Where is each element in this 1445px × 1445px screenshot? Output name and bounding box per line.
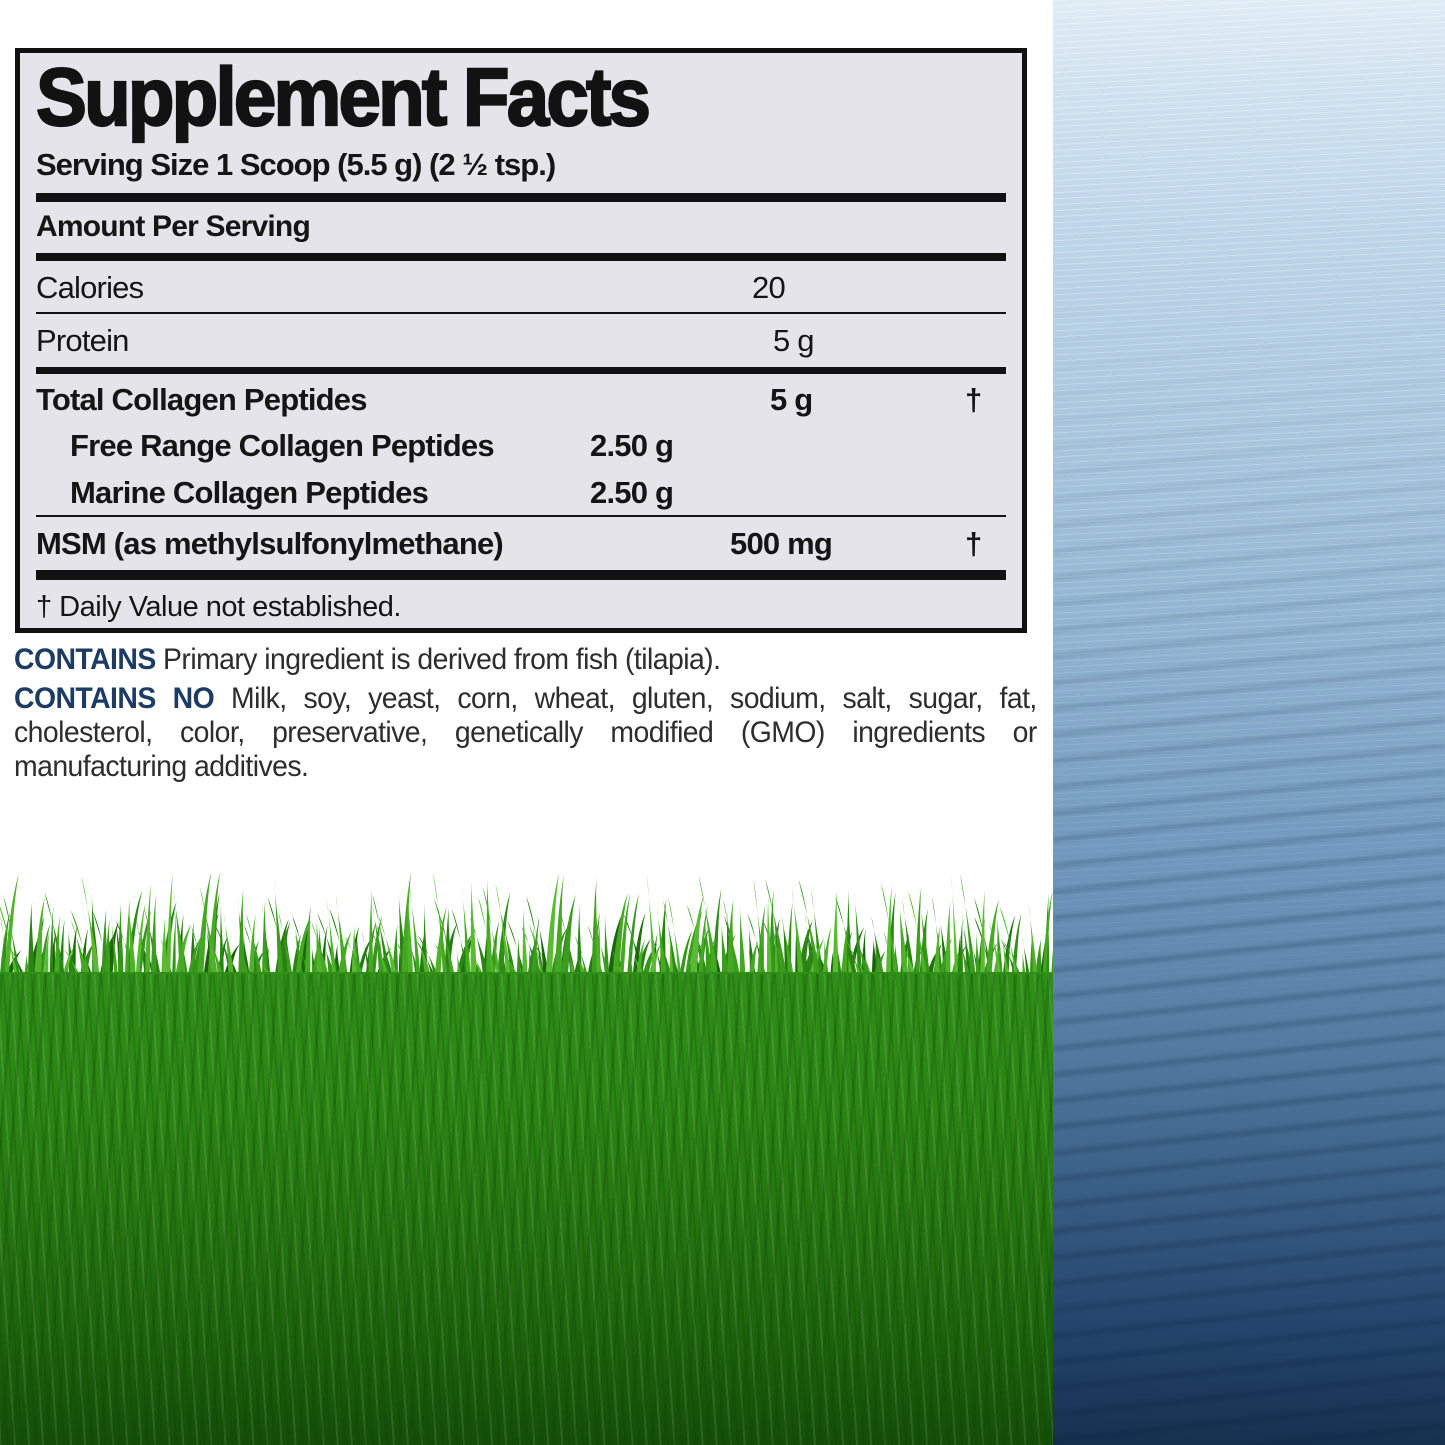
grass-photo [0, 856, 1054, 1445]
nutrient-amount: 20 [752, 270, 786, 305]
nutrient-name: MSM (as methylsulfonylmethane) [36, 526, 504, 562]
row-total-collagen-peptides: Total Collagen Peptides 5 g † [36, 374, 1006, 422]
contains-paragraph: CONTAINS Primary ingredient is derived f… [14, 643, 1037, 677]
amount-per-serving-header: Amount Per Serving [36, 210, 311, 243]
nutrient-name: Marine Collagen Peptides [70, 474, 429, 510]
daily-value-dagger: † [965, 381, 982, 417]
nutrient-name: Calories [36, 270, 144, 305]
divider-thick [36, 569, 1006, 580]
divider-thick [36, 193, 1006, 202]
nutrient-amount: 2.50 g [590, 474, 674, 510]
row-free-range-collagen: Free Range Collagen Peptides 2.50 g [36, 422, 1006, 468]
nutrient-name: Protein [36, 323, 129, 359]
divider-medium [36, 366, 1006, 374]
daily-value-footnote: † Daily Value not established. [36, 590, 401, 623]
row-calories: Calories 20 [36, 261, 1006, 312]
nutrient-amount: 5 g [773, 323, 814, 359]
nutrient-amount: 5 g [770, 381, 813, 417]
grass-body [0, 974, 1054, 1445]
contains-no-heading: CONTAINS NO [14, 682, 215, 715]
supplement-facts-panel: Supplement Facts Serving Size 1 Scoop (5… [15, 48, 1027, 633]
contains-no-paragraph: CONTAINS NO Milk, soy, yeast, corn, whea… [14, 682, 1037, 784]
contains-no-text: Milk, soy, yeast, corn, wheat, gluten, s… [14, 682, 1037, 783]
divider-thick [36, 253, 1006, 261]
nutrient-name: Free Range Collagen Peptides [70, 428, 495, 464]
contains-text: Primary ingredient is derived from fish … [163, 643, 721, 676]
daily-value-dagger: † [965, 526, 982, 562]
nutrient-name: Total Collagen Peptides [36, 381, 367, 417]
nutrient-amount: 500 mg [730, 526, 833, 562]
contains-heading: CONTAINS [14, 643, 156, 676]
serving-size-line: Serving Size 1 Scoop (5.5 g) (2 ½ tsp.) [36, 147, 556, 182]
grass-blades [0, 872, 1054, 980]
row-marine-collagen: Marine Collagen Peptides 2.50 g [36, 469, 1006, 515]
nutrient-amount: 2.50 g [590, 428, 674, 464]
divider-thin [36, 515, 1006, 518]
row-msm: MSM (as methylsulfonylmethane) 500 mg † [36, 517, 1006, 569]
divider-thin [36, 312, 1006, 315]
row-protein: Protein 5 g [36, 314, 1006, 366]
allergen-statements: CONTAINS Primary ingredient is derived f… [14, 643, 1037, 789]
supplement-facts-title: Supplement Facts [35, 52, 652, 143]
ocean-water-photo [1053, 0, 1445, 1445]
